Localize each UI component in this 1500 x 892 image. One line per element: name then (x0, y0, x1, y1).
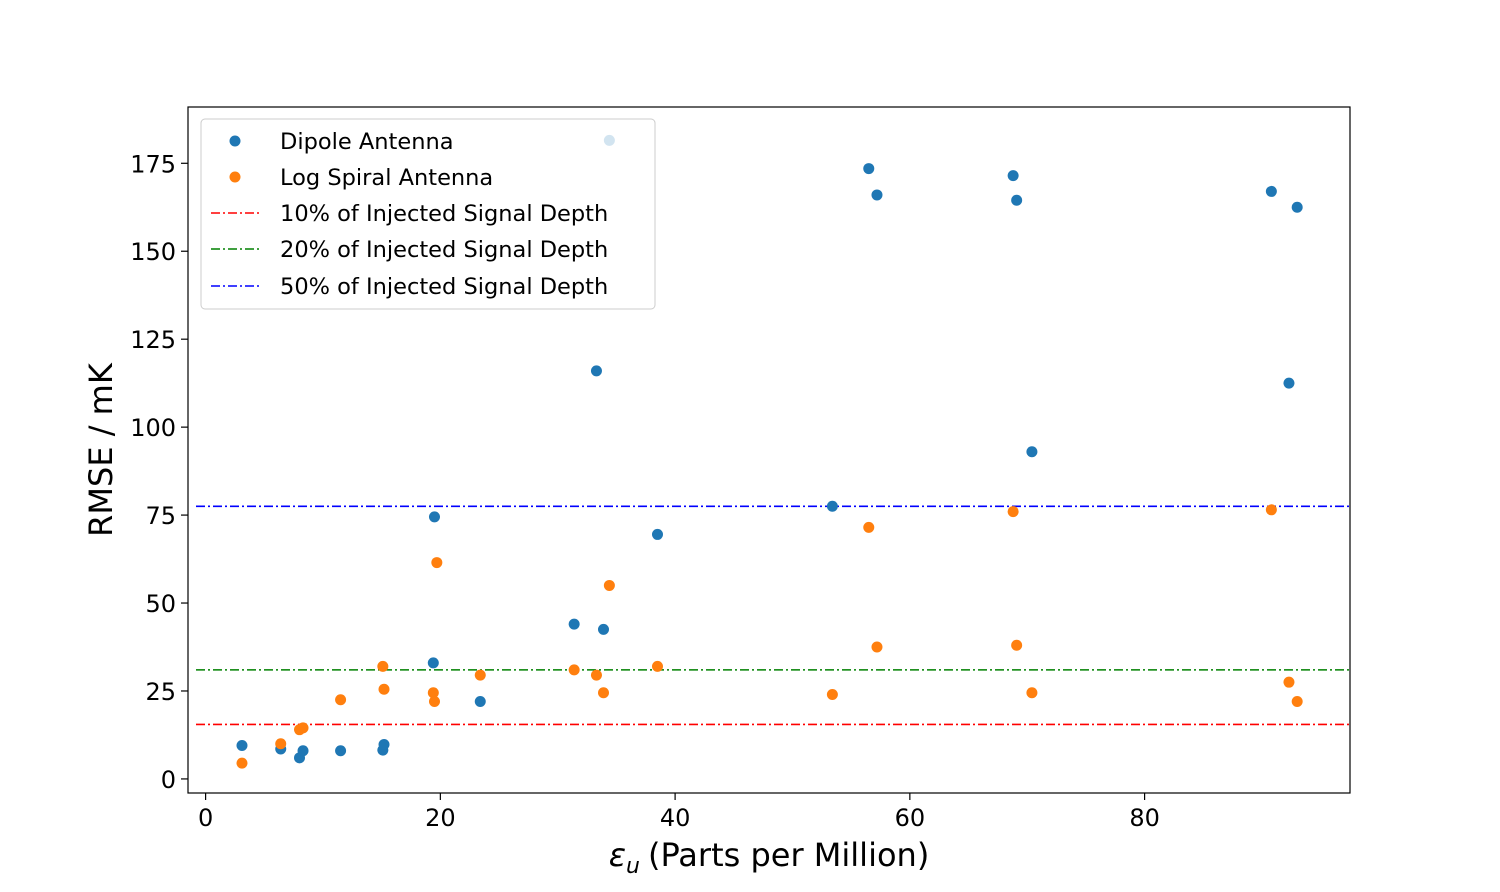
legend-label: Log Spiral Antenna (280, 165, 493, 191)
x-tick-label: 40 (660, 804, 691, 832)
legend-box (200, 118, 656, 310)
data-point (378, 683, 390, 695)
data-point (297, 745, 309, 757)
y-tick-label: 50 (145, 590, 176, 618)
data-point (431, 557, 443, 569)
data-point (236, 757, 248, 769)
x-axis: 0 20 40 60 80 (198, 793, 1160, 832)
data-point (1291, 201, 1303, 213)
legend-entry: Dipole Antenna (229, 129, 454, 155)
data-point (1011, 194, 1023, 206)
data-point (335, 694, 347, 706)
y-tick-label: 0 (161, 766, 176, 794)
data-point (378, 738, 390, 750)
data-point (1026, 446, 1038, 458)
legend: Dipole Antenna Log Spiral Antenna 10% of I… (200, 118, 656, 310)
data-point (863, 521, 875, 533)
data-point (377, 660, 389, 672)
data-point (1265, 185, 1277, 197)
data-point (1283, 377, 1295, 389)
data-point (427, 657, 439, 669)
data-point (428, 696, 440, 708)
data-point (474, 696, 486, 708)
x-tick-label: 0 (198, 804, 213, 832)
legend-entry: Log Spiral Antenna (229, 165, 493, 191)
data-point (590, 669, 602, 681)
data-point (651, 528, 663, 540)
data-point (1026, 687, 1038, 699)
reference-lines (196, 505, 1350, 726)
x-tick-label: 60 (895, 804, 926, 832)
y-tick-label: 175 (130, 150, 176, 178)
y-axis: 0 25 50 75 100 125 150 175 (130, 150, 188, 794)
legend-label: 50% of Injected Signal Depth (280, 274, 608, 300)
data-point (871, 641, 883, 653)
data-point (603, 579, 615, 591)
data-point (863, 163, 875, 175)
legend-label: Dipole Antenna (280, 129, 454, 155)
data-point (598, 623, 610, 635)
data-point (590, 365, 602, 377)
y-axis-title: RMSE / mK (82, 362, 120, 537)
data-point (1007, 506, 1019, 518)
plot-area-frame (187, 106, 1351, 794)
data-point (1283, 676, 1295, 688)
y-tick-label: 100 (130, 414, 176, 442)
data-point (651, 660, 663, 672)
data-point (236, 740, 248, 752)
x-axis-subscript: u (626, 854, 640, 879)
x-axis-symbol: ε (609, 836, 626, 874)
data-point (1291, 696, 1303, 708)
data-point (1011, 639, 1023, 651)
x-axis-title: εu (Parts per Million) (609, 836, 930, 879)
data-point (335, 745, 347, 757)
data-point (568, 664, 580, 676)
data-point (1265, 504, 1277, 516)
legend-marker (229, 135, 241, 147)
legend-entry: 20% of Injected Signal Depth (211, 237, 608, 263)
data-point (474, 669, 486, 681)
legend-label: 20% of Injected Signal Depth (280, 237, 608, 263)
data-point (428, 511, 440, 523)
x-axis-label: (Parts per Million) (648, 836, 929, 874)
legend-label: 10% of Injected Signal Depth (280, 201, 608, 227)
data-point (568, 618, 580, 630)
legend-marker (229, 171, 241, 183)
data-point (871, 189, 883, 201)
legend-entry: 10% of Injected Signal Depth (211, 201, 608, 227)
x-tick-label: 80 (1129, 804, 1160, 832)
x-tick-label: 20 (425, 804, 456, 832)
data-point (1007, 170, 1019, 182)
series-2 (236, 504, 1303, 769)
y-tick-label: 75 (145, 502, 176, 530)
data-point (275, 738, 287, 750)
data-point (598, 687, 610, 699)
data-point (297, 722, 309, 734)
data-point (826, 500, 838, 512)
data-point (427, 687, 439, 699)
y-tick-label: 25 (145, 678, 176, 706)
y-tick-label: 125 (130, 326, 176, 354)
y-tick-label: 150 (130, 238, 176, 266)
legend-entry: 50% of Injected Signal Depth (211, 274, 608, 300)
data-point (826, 688, 838, 700)
